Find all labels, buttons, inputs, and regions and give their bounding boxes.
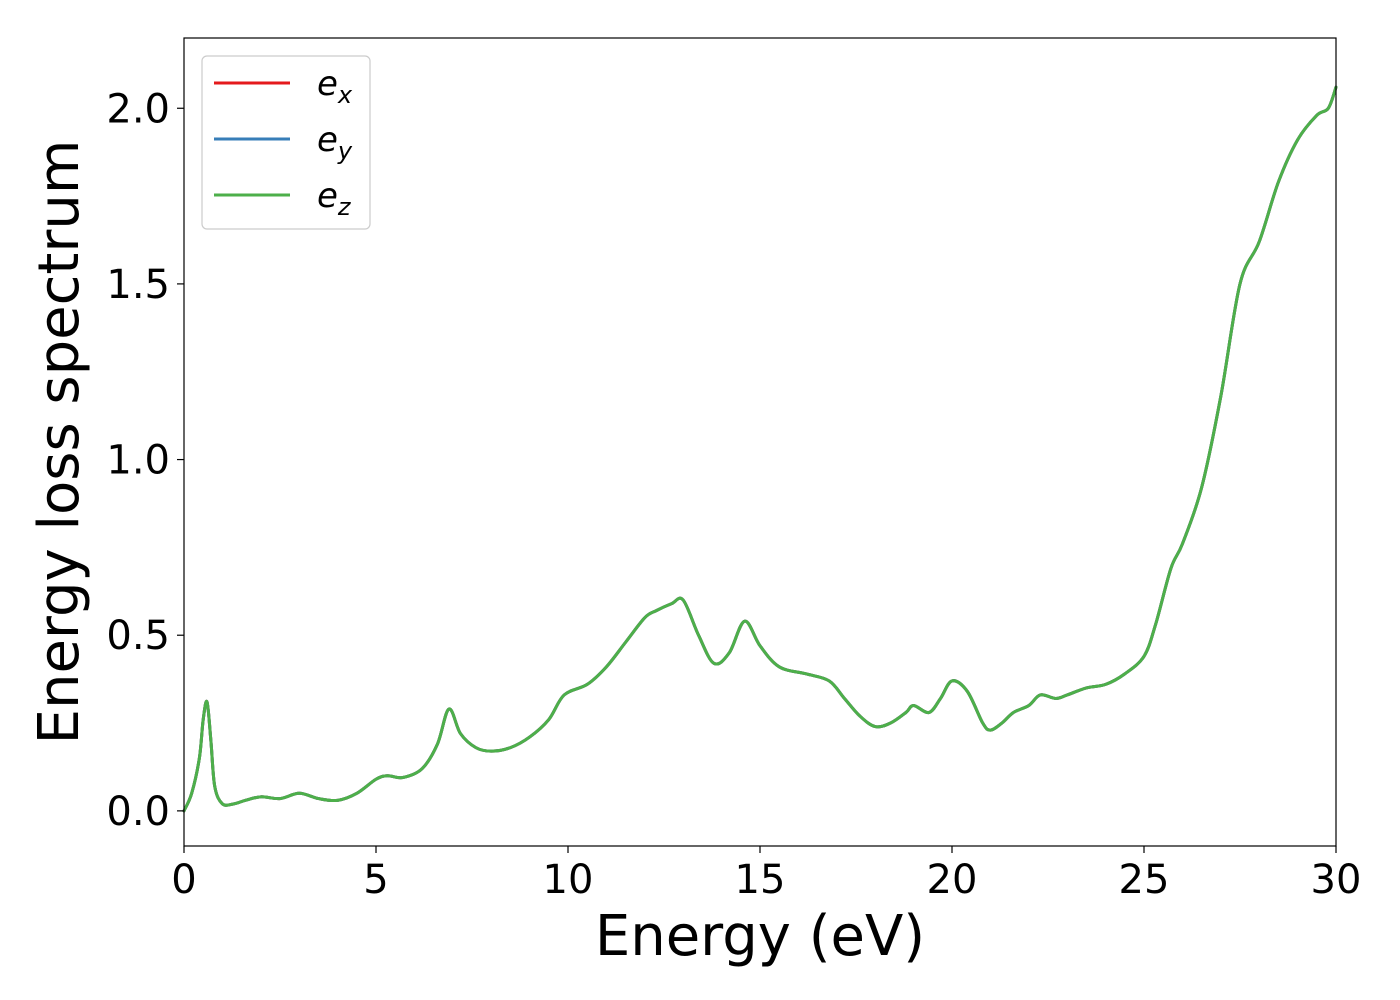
x-tick-label: 0 [171,857,196,903]
legend-label-subscript: z [337,193,352,221]
legend-label-subscript: x [337,81,353,109]
y-tick-label: 2.0 [106,86,170,132]
y-tick-label: 0.0 [106,789,170,835]
x-tick-label: 25 [1119,857,1170,903]
legend-label-base: e [317,176,338,216]
legend-label: ez [317,176,352,221]
legend-label-subscript: y [337,137,353,165]
series-layer [182,85,1338,813]
legend-box [201,55,371,230]
series-line-ez [182,85,1338,813]
x-tick-label: 5 [363,857,388,903]
legend-label-base: e [317,64,338,104]
x-axis: 0 5 10 15 20 25 30 [171,846,1361,903]
legend-label: ey [317,120,353,165]
x-tick-label: 10 [543,857,594,903]
x-tick-label: 15 [735,857,786,903]
y-axis: 0.0 0.5 1.0 1.5 2.0 [106,86,184,835]
x-axis-title: Energy (eV) [595,904,925,969]
x-tick-label: 20 [927,857,978,903]
plot-background [184,38,1336,846]
y-axis-title: Energy loss spectrum [27,140,92,745]
legend-label-base: e [317,120,338,160]
legend-label: ex [317,64,353,109]
y-tick-label: 1.0 [106,438,170,484]
x-tick-label: 30 [1311,857,1362,903]
y-tick-label: 0.5 [106,613,170,659]
y-tick-label: 1.5 [106,262,170,308]
